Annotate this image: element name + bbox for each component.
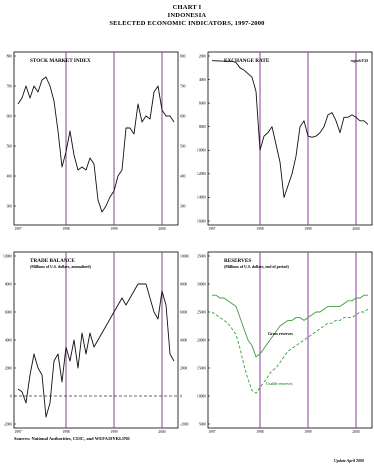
y-tick-label: 4000 — [180, 338, 187, 342]
chart-title: TRADE BALANCE — [30, 258, 75, 264]
x-tick-label: 2000 — [352, 227, 359, 231]
y-tick-label: 500 — [7, 144, 13, 148]
y-tick-label: 2000 — [5, 366, 12, 370]
series-line-1 — [17, 283, 175, 418]
y-tick-label: 4000 — [199, 78, 206, 82]
y-tick-label: 600 — [7, 114, 13, 118]
chart-frame — [13, 251, 179, 429]
y-tick-label: 12000 — [197, 172, 206, 176]
y-tick-label: -2000 — [180, 422, 189, 426]
chart-frame — [207, 51, 373, 226]
x-tick-label: 2000 — [158, 430, 165, 434]
y-tick-label: 700 — [7, 84, 13, 88]
chart-frame — [13, 51, 179, 226]
series-line-1 — [211, 60, 369, 198]
chart-panel-3: -2000 -2000 0 0 2000 2000 4000 4000 6000 6000 8000… — [3, 251, 189, 434]
chart-panel-2: 2000200040004000600060008000800010000100… — [197, 51, 373, 231]
y-tick-label: 2000 — [199, 54, 206, 58]
y-tick-label: 6000 — [199, 101, 206, 105]
y-tick-label: 35000 — [197, 254, 206, 258]
y-tick-label: 800 — [7, 54, 13, 58]
x-tick-label: 1999 — [110, 227, 117, 231]
country-title: INDONESIA — [167, 12, 207, 19]
x-tick-label: 1999 — [110, 430, 117, 434]
y-tick-label: 0 — [10, 394, 12, 398]
chart-title: EXCHANGE RATE — [224, 58, 270, 64]
chart-frame — [207, 251, 373, 429]
chart-title: STOCK MARKET INDEX — [30, 58, 91, 64]
y-tick-label: 2000 — [180, 366, 187, 370]
y-tick-label: 300 — [180, 204, 186, 208]
y-tick-label: 0 — [180, 394, 182, 398]
y-tick-label: 6000 — [180, 310, 187, 314]
y-tick-label: 800 — [180, 54, 186, 58]
y-tick-label: 500 — [180, 144, 186, 148]
update-note: Update April 2000 — [333, 458, 364, 463]
figure-title: SELECTED ECONOMIC INDICATORS, 1997-2000 — [109, 20, 265, 27]
legend-label: rupiah/US$ — [351, 59, 369, 63]
chart-title: RESERVES — [224, 258, 251, 264]
y-tick-label: 10000 — [197, 149, 206, 153]
series-label-gross: Gross reserves — [268, 331, 293, 336]
y-tick-label: 6000 — [5, 310, 12, 314]
chart-number-title: CHART I — [172, 4, 202, 11]
x-tick-label: 1997 — [14, 430, 21, 434]
series-line-1 — [212, 294, 368, 358]
x-tick-label: 1998 — [62, 430, 69, 434]
y-tick-label: 25000 — [197, 310, 206, 314]
x-tick-label: 1997 — [208, 430, 215, 434]
y-tick-label: 8000 — [5, 282, 12, 286]
y-tick-label: 5000 — [199, 422, 206, 426]
y-tick-label: 4000 — [5, 338, 12, 342]
chart-panel-4: 5000500010000100001500015000200002000025… — [197, 251, 373, 434]
series-label-usable: Usable reserves — [266, 381, 293, 386]
x-tick-label: 1998 — [256, 227, 263, 231]
series-line-1 — [17, 76, 175, 213]
y-tick-label: 10000 — [197, 394, 206, 398]
y-tick-label: 600 — [180, 114, 186, 118]
x-tick-label: 2000 — [158, 227, 165, 231]
x-tick-label: 1997 — [208, 227, 215, 231]
x-tick-label: 1997 — [14, 227, 21, 231]
x-tick-label: 2000 — [352, 430, 359, 434]
y-tick-label: 14000 — [197, 196, 206, 200]
y-tick-label: 300 — [7, 204, 13, 208]
x-tick-label: 1998 — [256, 430, 263, 434]
series-line-2 — [211, 308, 369, 394]
y-tick-label: 15000 — [197, 366, 206, 370]
x-tick-label: 1999 — [304, 430, 311, 434]
y-tick-label: 8000 — [180, 282, 187, 286]
y-tick-label: -2000 — [4, 422, 13, 426]
y-tick-label: 20000 — [197, 338, 206, 342]
y-tick-label: 10000 — [180, 254, 189, 258]
x-tick-label: 1999 — [304, 227, 311, 231]
y-tick-label: 8000 — [199, 125, 206, 129]
chart-panel-1: 300 300 400 400 500 500 600 600 700 700 800 800 1997… — [7, 51, 186, 231]
y-tick-label: 400 — [7, 174, 13, 178]
y-tick-label: 400 — [180, 174, 186, 178]
chart-subtitle: (Millions of U.S. dollars, end of period… — [224, 265, 289, 269]
y-tick-label: 30000 — [197, 282, 206, 286]
y-tick-label: 700 — [180, 84, 186, 88]
y-tick-label: 16000 — [197, 219, 206, 223]
source-note: Sources: National Authorities, CEIC, and… — [14, 436, 131, 441]
chart-subtitle: (Millions of U.S. dollars, annualized) — [30, 265, 92, 269]
y-tick-label: 10000 — [3, 254, 12, 258]
x-tick-label: 1998 — [62, 227, 69, 231]
